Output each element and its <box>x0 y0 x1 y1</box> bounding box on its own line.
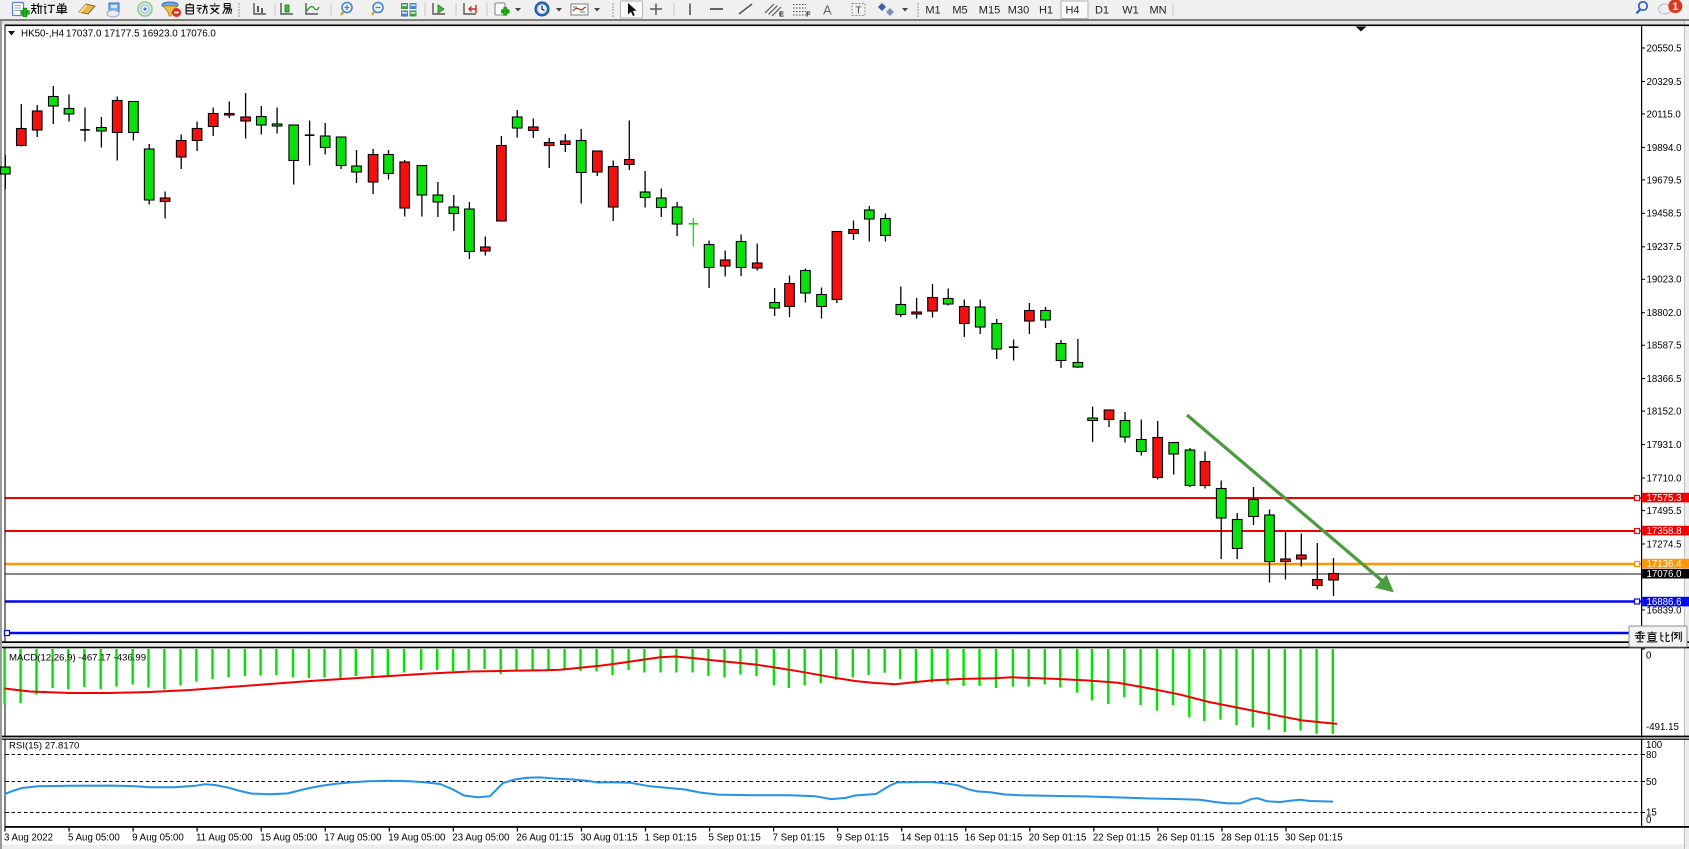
svg-text:19237.5: 19237.5 <box>1647 242 1682 253</box>
svg-text:D1: D1 <box>1095 5 1109 17</box>
svg-text:18366.5: 18366.5 <box>1647 374 1682 385</box>
svg-text:MACD(12,26,9) -467.17 -436.99: MACD(12,26,9) -467.17 -436.99 <box>9 653 146 664</box>
svg-text:A: A <box>823 3 832 18</box>
svg-text:0: 0 <box>1646 651 1652 662</box>
svg-text:9 Aug 05:00: 9 Aug 05:00 <box>132 832 184 843</box>
svg-text:17136.4: 17136.4 <box>1647 559 1683 570</box>
svg-text:18152.0: 18152.0 <box>1647 407 1683 418</box>
svg-text:17575.3: 17575.3 <box>1647 493 1682 504</box>
svg-text:RSI(15) 27.8170: RSI(15) 27.8170 <box>9 741 79 752</box>
svg-text:-491.15: -491.15 <box>1646 722 1679 733</box>
svg-text:17495.5: 17495.5 <box>1647 506 1682 517</box>
svg-text:17076.0: 17076.0 <box>1647 569 1683 580</box>
svg-text:28 Sep 01:15: 28 Sep 01:15 <box>1221 832 1279 843</box>
svg-text:5 Sep 01:15: 5 Sep 01:15 <box>709 832 761 843</box>
svg-text:HK50-,H4: HK50-,H4 <box>21 29 65 40</box>
svg-text:1 Sep 01:15: 1 Sep 01:15 <box>645 832 697 843</box>
svg-text:19023.0: 19023.0 <box>1647 275 1683 286</box>
svg-text:16 Sep 01:15: 16 Sep 01:15 <box>965 832 1023 843</box>
svg-text:15 Aug 05:00: 15 Aug 05:00 <box>260 832 318 843</box>
svg-text:26 Aug 01:15: 26 Aug 01:15 <box>516 832 573 843</box>
svg-text:16886.6: 16886.6 <box>1647 597 1682 608</box>
svg-text:19679.5: 19679.5 <box>1647 175 1682 186</box>
svg-text:20550.5: 20550.5 <box>1647 43 1682 54</box>
svg-text:16839.0: 16839.0 <box>1647 605 1683 616</box>
svg-text:17037.0 17177.5 16923.0 17076.: 17037.0 17177.5 16923.0 17076.0 <box>66 29 216 40</box>
svg-text:17710.0: 17710.0 <box>1647 473 1683 484</box>
svg-text:1: 1 <box>1672 1 1678 13</box>
svg-text:M30: M30 <box>1008 5 1029 17</box>
svg-text:17274.5: 17274.5 <box>1647 539 1682 550</box>
svg-text:20329.5: 20329.5 <box>1647 77 1682 88</box>
svg-text:W1: W1 <box>1122 5 1139 17</box>
svg-text:H4: H4 <box>1065 5 1079 17</box>
svg-text:19 Aug 05:00: 19 Aug 05:00 <box>388 832 446 843</box>
svg-text:100: 100 <box>1646 740 1663 751</box>
svg-text:5 Aug 05:00: 5 Aug 05:00 <box>68 832 120 843</box>
svg-text:M5: M5 <box>952 5 967 17</box>
svg-text:H1: H1 <box>1039 5 1053 17</box>
svg-text:17931.0: 17931.0 <box>1647 440 1683 451</box>
svg-text:26 Sep 01:15: 26 Sep 01:15 <box>1157 832 1215 843</box>
svg-text:20115.0: 20115.0 <box>1647 109 1682 120</box>
svg-text:22 Sep 01:15: 22 Sep 01:15 <box>1093 832 1151 843</box>
svg-text:17 Aug 05:00: 17 Aug 05:00 <box>324 832 382 843</box>
svg-text:M1: M1 <box>925 5 940 17</box>
svg-text:11 Aug 05:00: 11 Aug 05:00 <box>196 832 253 843</box>
svg-text:7 Sep 01:15: 7 Sep 01:15 <box>773 832 825 843</box>
svg-text:20 Sep 01:15: 20 Sep 01:15 <box>1029 832 1087 843</box>
svg-text:18802.0: 18802.0 <box>1647 308 1683 319</box>
svg-text:14 Sep 01:15: 14 Sep 01:15 <box>901 832 959 843</box>
svg-text:30 Aug 01:15: 30 Aug 01:15 <box>580 832 637 843</box>
svg-text:3 Aug 2022: 3 Aug 2022 <box>4 832 53 843</box>
svg-text:80: 80 <box>1646 750 1657 761</box>
svg-text:18587.5: 18587.5 <box>1647 341 1682 352</box>
svg-text:50: 50 <box>1646 777 1657 788</box>
svg-text:0: 0 <box>1646 815 1652 826</box>
svg-text:23 Aug 05:00: 23 Aug 05:00 <box>452 832 510 843</box>
svg-text:15: 15 <box>1646 807 1657 818</box>
svg-text:F: F <box>806 10 811 19</box>
svg-text:17358.8: 17358.8 <box>1647 526 1682 537</box>
svg-text:19458.5: 19458.5 <box>1647 209 1682 220</box>
svg-text:T: T <box>856 6 862 17</box>
svg-text:MN: MN <box>1149 5 1166 17</box>
svg-text:30 Sep 01:15: 30 Sep 01:15 <box>1285 832 1343 843</box>
svg-text:19894.0: 19894.0 <box>1647 143 1683 154</box>
svg-text:E: E <box>779 10 784 19</box>
svg-text:M15: M15 <box>979 5 1000 17</box>
svg-text:9 Sep 01:15: 9 Sep 01:15 <box>837 832 889 843</box>
